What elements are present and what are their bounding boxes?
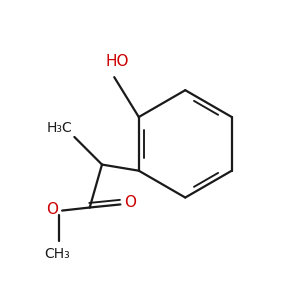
- Text: H₃C: H₃C: [47, 121, 73, 134]
- Text: O: O: [124, 195, 136, 210]
- Text: CH₃: CH₃: [45, 248, 70, 261]
- Text: O: O: [46, 202, 58, 217]
- Text: HO: HO: [106, 55, 129, 70]
